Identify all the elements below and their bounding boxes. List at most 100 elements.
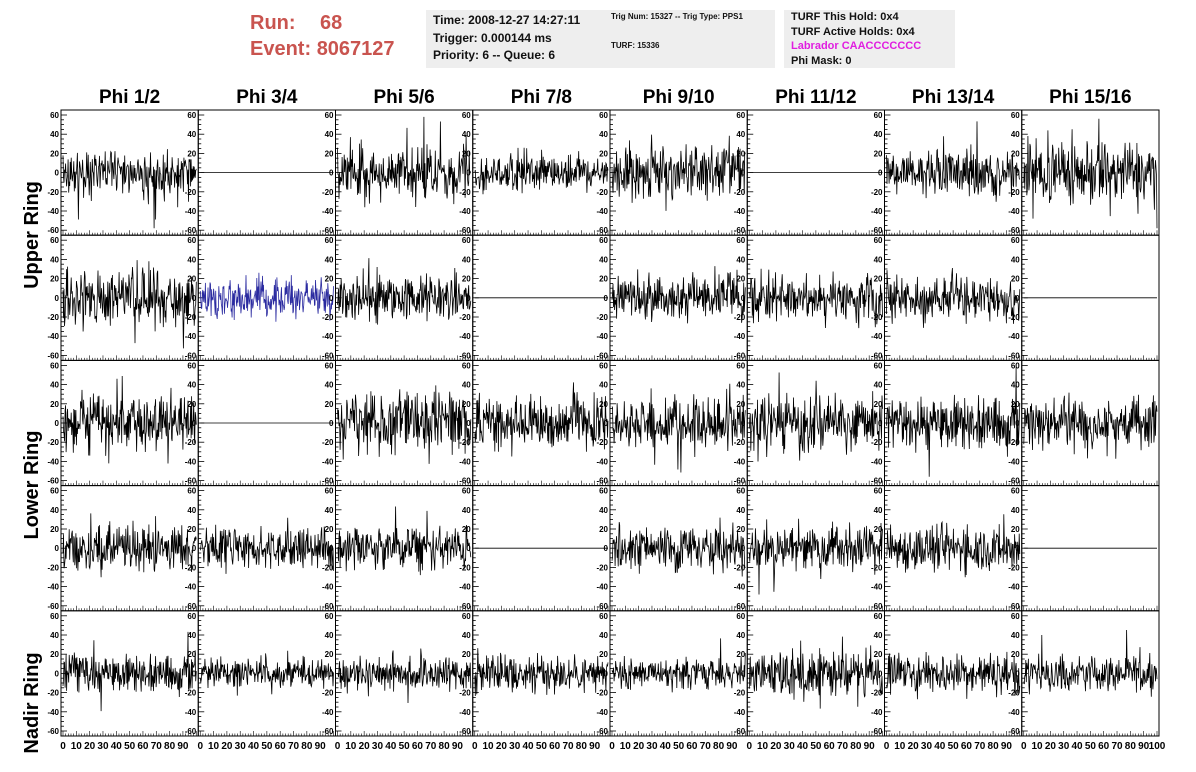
waveform-trace [886,367,1021,477]
waveform-trace [199,650,334,696]
y-tick-label: -20 [459,313,471,322]
y-tick-label: 0 [604,294,609,303]
y-tick-label: 0 [192,669,197,678]
y-tick-label: -20 [734,438,746,447]
column-title: Phi 5/6 [374,87,435,108]
x-tick-label: 90 [177,741,189,752]
turf-info-box: TURF This Hold: 0x4 TURF Active Holds: 0… [784,10,955,68]
waveform-trace [611,638,746,693]
y-tick-label: 20 [462,650,471,659]
labrador-line: Labrador CAACCCCCCC [791,40,922,52]
y-axis: 60 40 20 0 -20 -40 -60 [185,361,205,486]
x-tick-label: 70 [837,741,849,752]
y-tick-label: 0 [878,169,883,178]
y-tick-label: 60 [50,111,59,120]
y-tick-label: 0 [55,419,60,428]
y-tick-label: 40 [50,381,59,390]
y-tick-label: -40 [47,332,59,341]
x-tick-label: 80 [164,741,176,752]
y-tick-label: 60 [325,361,334,370]
y-tick-label: -40 [459,207,471,216]
x-tick-label: 20 [770,741,782,752]
y-tick-label: -40 [596,708,608,717]
y-tick-label: -60 [459,602,471,611]
y-tick-label: -20 [459,188,471,197]
y-tick-label: -40 [459,457,471,466]
x-tick-label: 60 [137,741,149,752]
x-tick-label: 80 [713,741,725,752]
y-tick-label: 60 [874,361,883,370]
y-tick-label: 20 [1011,400,1020,409]
y-tick-label: -60 [871,602,883,611]
y-tick-label: 0 [741,294,746,303]
y-axis: 60 40 20 0 -20 -40 -60 [734,111,754,235]
time-line: Time: 2008-12-27 14:27:11 [433,13,581,27]
x-tick-label: 40 [111,741,123,752]
y-axis: 60 40 20 0 -20 -40 -60 [47,111,67,235]
y-tick-label: 40 [325,506,334,515]
turf-hold-line: TURF This Hold: 0x4 [791,11,899,23]
waveform-trace [62,631,197,712]
y-tick-label: 60 [874,487,883,496]
x-tick-label: 20 [908,741,920,752]
waveform-panel: 60 40 20 0 -20 -40 -60 [596,359,748,487]
y-axis: 60 40 20 0 -20 -40 -60 [596,111,616,235]
y-tick-label: 60 [1011,612,1020,621]
y-tick-label: 20 [874,149,883,158]
panel-frame [60,234,199,361]
x-tick-label: 20 [221,741,233,752]
y-tick-label: -40 [596,207,608,216]
y-tick-label: -20 [596,438,608,447]
row-labels: Upper Ring Lower Ring Nadir Ring [21,181,43,753]
x-tick-label: 0 [472,741,478,752]
y-tick-label: -60 [734,727,746,736]
y-tick-label: 60 [50,361,59,370]
y-tick-label: -60 [185,226,197,235]
y-axis: 60 40 20 0 -20 -40 -60 [1008,612,1028,736]
waveform-panel: 60 40 20 0 -20 -40 -60 [1008,109,1160,236]
y-tick-label: 20 [874,525,883,534]
y-tick-label: 0 [604,419,609,428]
y-tick-label: 0 [741,419,746,428]
y-tick-label: -40 [47,708,59,717]
x-tick-label: 0 [60,741,66,752]
waveform-trace [748,372,883,462]
y-tick-label: 60 [187,111,196,120]
y-tick-label: -20 [596,563,608,572]
y-tick-label: 20 [325,650,334,659]
y-tick-label: 40 [736,255,745,264]
y-tick-label: -60 [322,477,334,486]
y-tick-label: -40 [47,207,59,216]
waveform-trace [62,513,197,578]
y-tick-label: 40 [1011,255,1020,264]
y-tick-label: 0 [1015,294,1020,303]
y-tick-label: 60 [599,487,608,496]
x-tick-label: 10 [208,741,220,752]
y-axis: 60 40 20 0 -20 -40 -60 [185,487,205,611]
event-value: 8067127 [316,38,395,60]
y-tick-label: 60 [599,361,608,370]
y-tick-label: 60 [325,487,334,496]
waveform-trace [886,651,1021,700]
y-axis: 60 40 20 0 -20 -40 -60 [871,487,891,611]
waveform-trace [748,268,883,329]
y-tick-label: 60 [50,236,59,245]
y-tick-label: 60 [462,612,471,621]
y-tick-label: 40 [736,631,745,640]
waveform-panel: 60 40 20 0 -20 -40 -60 [596,234,748,361]
y-tick-label: 0 [329,669,334,678]
x-tick-label: 90 [864,741,876,752]
x-tick-label: 60 [275,741,287,752]
waveform-panel: 60 40 20 0 -20 -40 -60 [459,485,611,612]
y-tick-label: 60 [50,612,59,621]
y-tick-label: 40 [599,631,608,640]
y-tick-label: -20 [47,438,59,447]
y-tick-label: -60 [322,226,334,235]
waveform-trace [611,134,746,211]
y-tick-label: -20 [185,689,197,698]
x-tick-label: 40 [522,741,534,752]
y-tick-label: 40 [462,130,471,139]
y-axis: 60 40 20 0 -20 -40 -60 [1008,111,1028,235]
waveform-panel: 60 40 20 0 -20 -40 -60 [322,109,474,236]
y-tick-label: 40 [462,506,471,515]
